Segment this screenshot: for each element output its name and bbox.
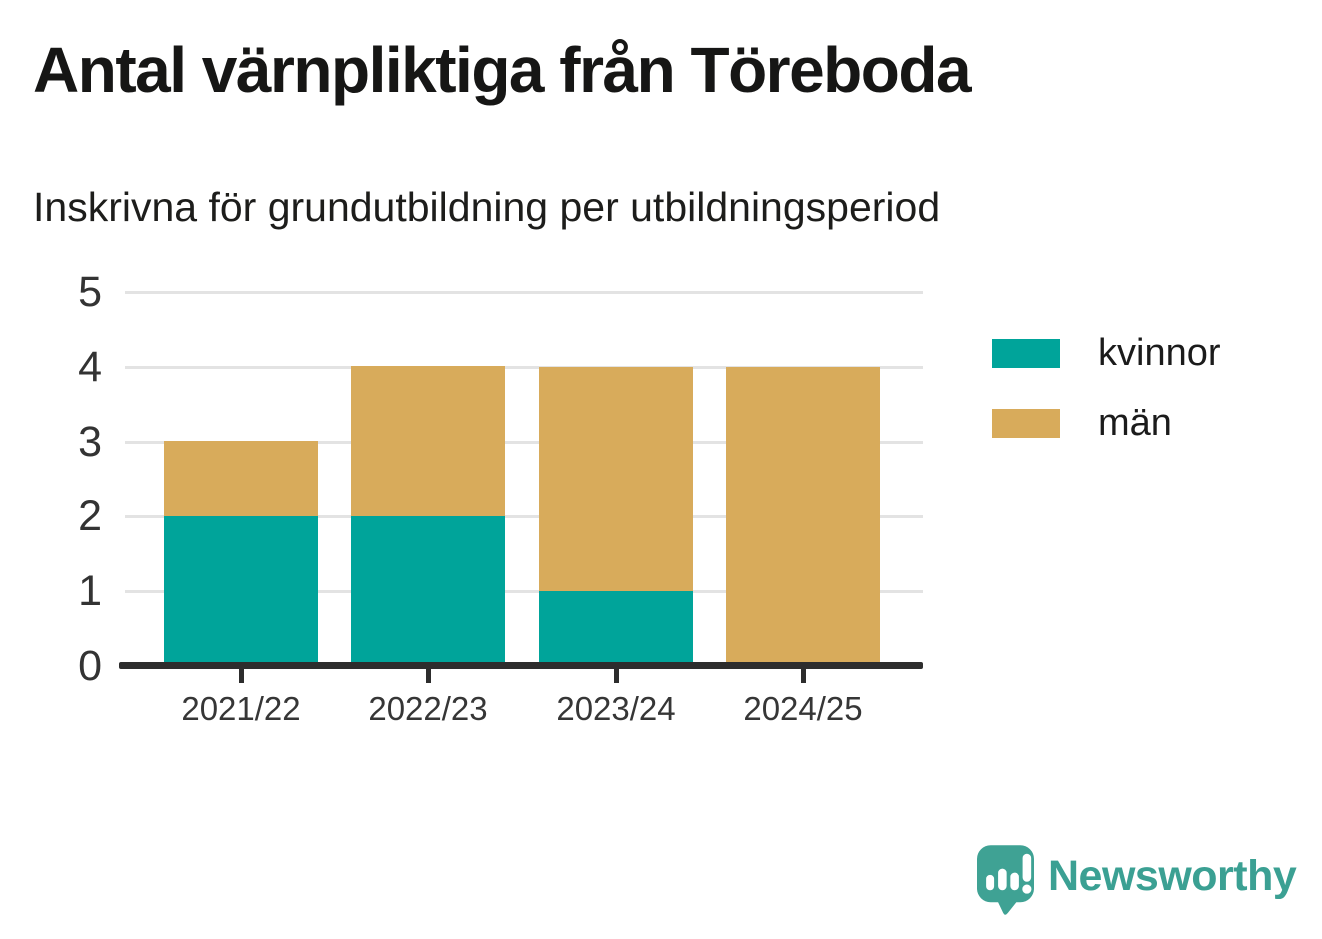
newsworthy-logo-icon — [977, 845, 1034, 915]
gridline-y-3 — [125, 440, 923, 444]
bar-segment-2021/22-män — [164, 441, 318, 516]
x-tick-2022/23 — [426, 669, 431, 683]
x-tick-2023/24 — [614, 669, 619, 683]
newsworthy-wordmark: Newsworthy — [1048, 852, 1297, 900]
y-tick-label-1: 1 — [78, 567, 102, 615]
plot-area — [125, 291, 923, 666]
legend-item-män: män — [992, 402, 1221, 445]
legend-label-män: män — [1098, 402, 1172, 444]
bar-segment-2022/23-kvinnor — [351, 516, 505, 666]
bar-segment-2021/22-kvinnor — [164, 516, 318, 666]
bar-segment-2024/25-män — [726, 367, 880, 666]
legend: kvinnor män — [992, 332, 1221, 472]
y-tick-label-0: 0 — [78, 642, 102, 690]
x-axis-line — [119, 662, 923, 669]
newsworthy-branding: Newsworthy — [977, 845, 1297, 915]
logo-bar-1 — [986, 874, 995, 891]
bar-segment-2022/23-män — [351, 366, 505, 516]
logo-exclamation-bar — [1022, 853, 1032, 882]
gridline-y-1 — [125, 590, 923, 594]
y-tick-label-2: 2 — [78, 492, 102, 540]
gridline-y-4 — [125, 365, 923, 369]
gridline-y-5 — [125, 291, 923, 294]
chart-subtitle: Inskrivna för grundutbildning per utbild… — [33, 184, 941, 230]
y-tick-label-4: 4 — [78, 343, 102, 391]
legend-swatch-män — [992, 409, 1060, 438]
bar-segment-2023/24-män — [539, 367, 693, 591]
legend-swatch-kvinnor — [992, 339, 1060, 368]
logo-exclamation-dot — [1022, 884, 1032, 894]
x-tick-label-2024/25: 2024/25 — [743, 690, 863, 727]
x-tick-label-2023/24: 2023/24 — [556, 690, 676, 727]
logo-bar-3 — [1010, 872, 1019, 891]
legend-label-kvinnor: kvinnor — [1098, 332, 1221, 374]
legend-item-kvinnor: kvinnor — [992, 332, 1221, 375]
y-tick-label-5: 5 — [78, 268, 102, 316]
x-tick-2024/25 — [801, 669, 806, 683]
x-tick-label-2021/22: 2021/22 — [181, 690, 301, 727]
x-tick-2021/22 — [239, 669, 244, 683]
x-tick-label-2022/23: 2022/23 — [368, 690, 488, 727]
y-tick-label-3: 3 — [78, 418, 102, 466]
bar-segment-2023/24-kvinnor — [539, 591, 693, 666]
logo-bar-2 — [998, 868, 1007, 891]
chart-title: Antal värnpliktiga från Töreboda — [33, 34, 972, 106]
gridline-y-2 — [125, 515, 923, 519]
